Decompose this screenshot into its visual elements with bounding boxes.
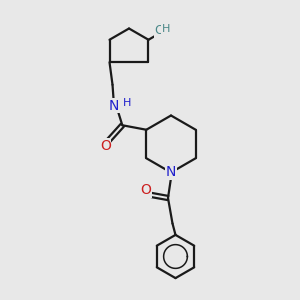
Text: O: O: [100, 139, 111, 153]
Text: H: H: [122, 98, 131, 108]
Text: O: O: [154, 24, 164, 37]
Text: N: N: [109, 99, 119, 113]
Text: H: H: [161, 24, 170, 34]
Text: O: O: [140, 184, 151, 197]
Text: N: N: [166, 166, 176, 179]
